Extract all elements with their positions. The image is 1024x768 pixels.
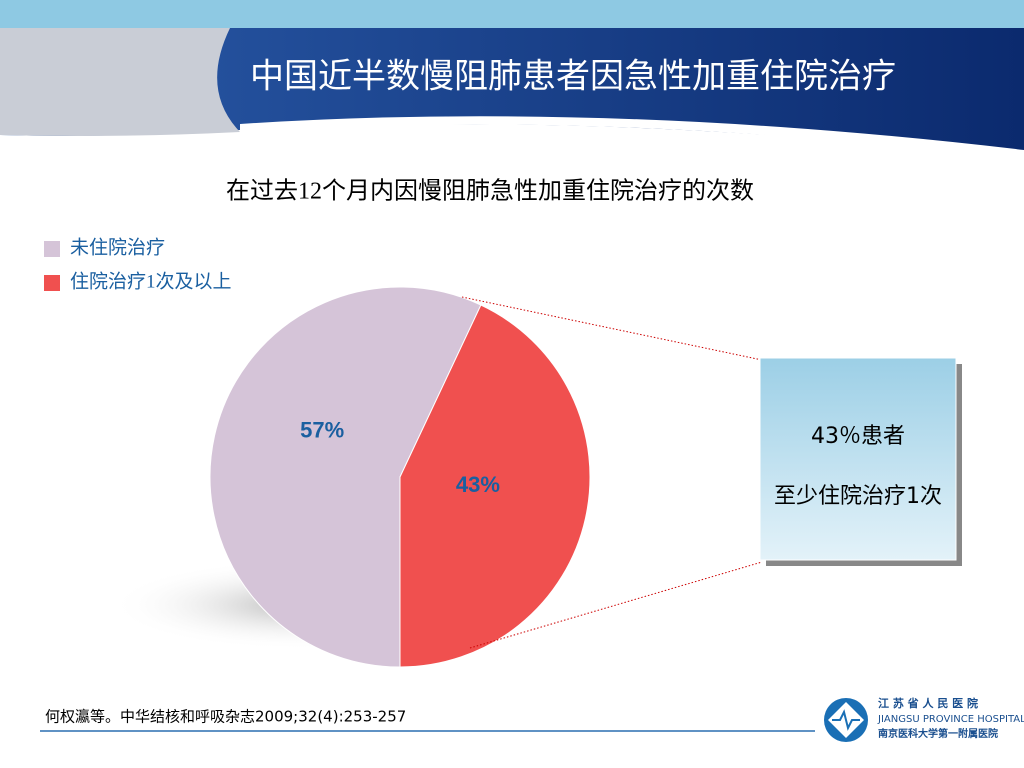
citation: 何权瀛等。中华结核和呼吸杂志2009;32(4):253-257	[45, 708, 406, 726]
photo	[0, 28, 240, 136]
data-label: 43%	[456, 472, 500, 497]
legend-swatch	[44, 241, 60, 257]
logo-text: 江 苏 省 人 民 医 院	[878, 696, 978, 710]
logo-text: 南京医科大学第一附属医院	[878, 727, 998, 740]
callout-text: 至少住院治疗1次	[774, 484, 942, 509]
callout-text: 43％患者	[811, 424, 905, 449]
banner-wave	[240, 116, 1024, 160]
legend-label: 未住院治疗	[70, 236, 165, 258]
legend-label: 住院治疗1次及以上	[70, 270, 232, 292]
callout-box	[759, 357, 957, 561]
logo-text: JIANGSU PROVINCE HOSPITAL	[877, 714, 1024, 725]
logo: 江 苏 省 人 民 医 院 JIANGSU PROVINCE HOSPITAL …	[824, 696, 1024, 742]
slide-title: 中国近半数慢阻肺患者因急性加重住院治疗	[250, 57, 896, 97]
pie-slice	[209, 286, 482, 668]
pie-slice	[399, 304, 591, 668]
logo-icon	[832, 709, 860, 731]
top-strip	[0, 0, 1024, 28]
data-label: 57%	[300, 417, 344, 442]
legend-swatch	[44, 275, 60, 291]
chart-title: 在过去12个月内因慢阻肺急性加重住院治疗的次数	[226, 178, 754, 205]
pie: 57% 43%	[209, 286, 591, 668]
